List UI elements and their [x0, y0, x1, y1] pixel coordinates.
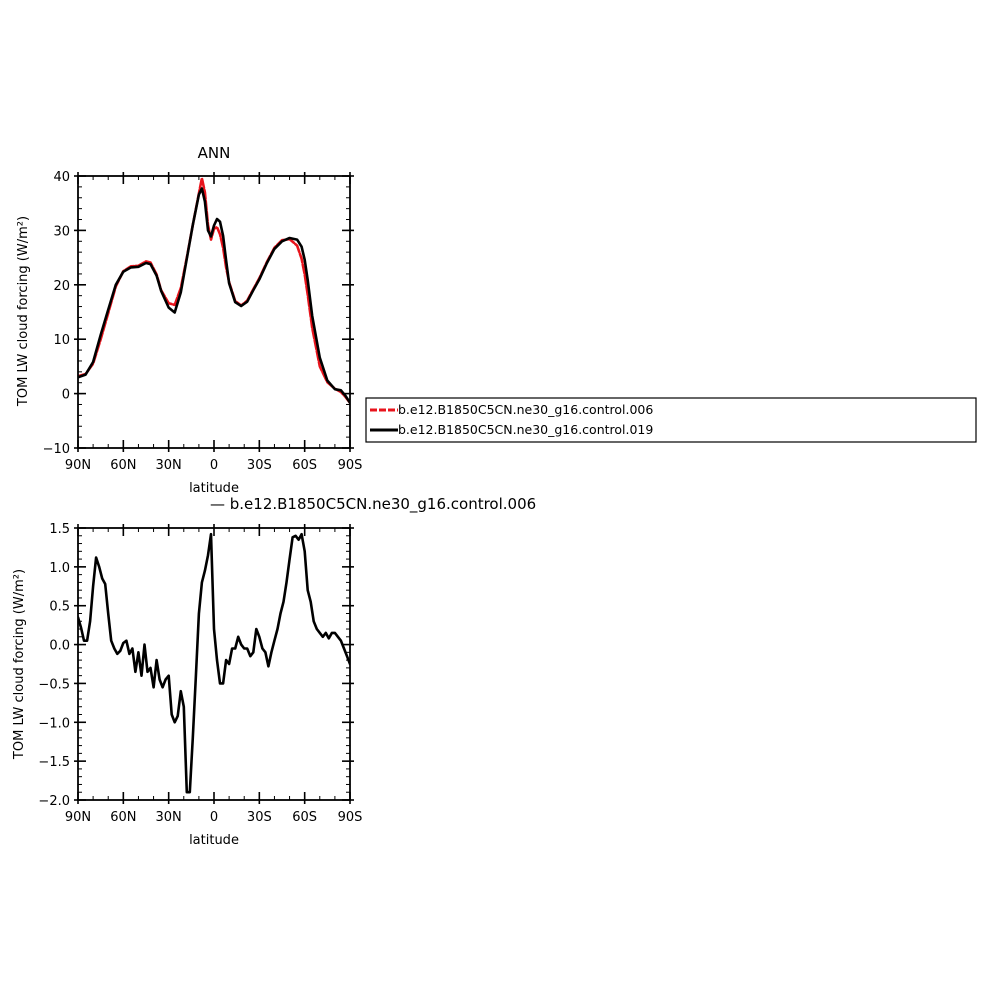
x-tick-label: 90S [338, 810, 363, 825]
legend-box [365, 397, 977, 443]
y-tick-label: 10 [53, 333, 70, 348]
x-tick-label: 60N [110, 810, 136, 825]
x-tick-label: 90N [65, 458, 91, 473]
x-tick-label: 60N [110, 458, 136, 473]
y-tick-label: 40 [53, 170, 70, 185]
y-tick-label: 1.5 [49, 522, 70, 537]
x-tick-label: 90S [338, 458, 363, 473]
y-tick-label: 30 [53, 224, 70, 239]
x-tick-label: 30N [156, 458, 182, 473]
top-x-axis-title: latitude [189, 481, 239, 496]
y-tick-label: −1.5 [38, 755, 70, 770]
x-tick-label: 0 [210, 458, 218, 473]
bottom-plot-area: 90N 60N 30N 0 30S 60S 90S 1.5 1.0 0.5 0.0 −0.5 −1.0 −… [38, 522, 362, 825]
y-tick-label: 0.0 [49, 639, 70, 654]
x-tick-label: 0 [210, 810, 218, 825]
plot-frame [77, 527, 351, 801]
top-y-axis-title: TOM LW cloud forcing (W/m²) [16, 216, 31, 407]
series-line-1 [78, 532, 350, 794]
x-tick-label: 30S [247, 810, 272, 825]
y-tick-label: −2.0 [38, 794, 70, 809]
y-tick-label: 1.0 [49, 561, 70, 576]
bottom-panel: — b.e12.B1850C5CN.ne30_g16.control.006 9… [12, 495, 536, 848]
y-tick-label: −10 [43, 442, 70, 457]
legend-label-series-1: b.e12.B1850C5CN.ne30_g16.control.006 [398, 402, 653, 417]
top-panel: ANN 90N 60N 30N 0 30S 60S 90S 40 30 20 10 0 −10 lati… [16, 144, 977, 496]
legend-label-series-2: b.e12.B1850C5CN.ne30_g16.control.019 [398, 422, 653, 437]
bottom-y-axis-title: TOM LW cloud forcing (W/m²) [12, 569, 27, 760]
top-panel-title: ANN [198, 144, 231, 162]
bottom-panel-title: — b.e12.B1850C5CN.ne30_g16.control.006 [210, 495, 536, 514]
x-tick-label: 60S [292, 810, 317, 825]
y-tick-label: −0.5 [38, 677, 70, 692]
top-legend: b.e12.B1850C5CN.ne30_g16.control.006 b.e… [365, 397, 977, 443]
y-tick-label: 0 [62, 388, 70, 403]
series-line-2 [78, 187, 350, 405]
bottom-x-axis-title: latitude [189, 833, 239, 848]
x-tick-label: 30S [247, 458, 272, 473]
x-tick-label: 60S [292, 458, 317, 473]
y-tick-label: 0.5 [49, 600, 70, 615]
x-tick-label: 90N [65, 810, 91, 825]
x-tick-label: 30N [156, 810, 182, 825]
y-tick-label: 20 [53, 279, 70, 294]
y-tick-label: −1.0 [38, 716, 70, 731]
top-plot-area: 90N 60N 30N 0 30S 60S 90S 40 30 20 10 0 −10 [43, 170, 363, 473]
